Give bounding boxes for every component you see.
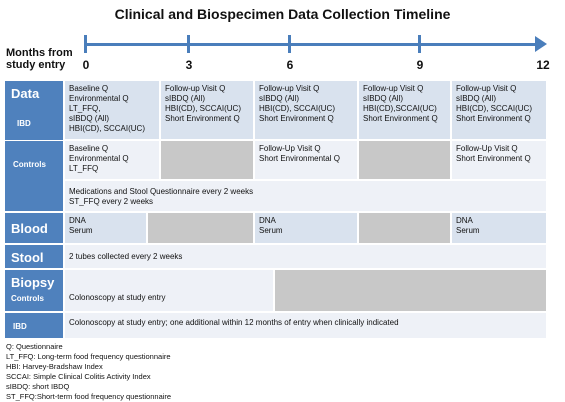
side-label-biopsy-ibd: IBD (13, 322, 27, 331)
cell-controls-month3-empty (160, 140, 254, 180)
cell-controls-month12: Follow-Up Visit Q Short Environment Q (451, 140, 547, 180)
cell-line: Short Environment Q (165, 114, 240, 123)
legend: Q: Questionnaire LT_FFQ: Long-term food … (6, 342, 171, 402)
cell-line: Serum (456, 226, 480, 235)
cell-line: HBI(CD), SCCAI(UC) (259, 104, 335, 113)
cell-biopsy-controls: Colonoscopy at study entry (64, 269, 274, 312)
cell-blood-month9-empty (358, 212, 451, 244)
cell-line: HBI(CD), SCCAI(UC) (456, 104, 532, 113)
legend-item: sIBDQ: short IBDQ (6, 382, 70, 391)
cell-line: Medications and Stool Questionnaire ever… (69, 187, 254, 196)
cell-biopsy-controls-empty (274, 269, 547, 312)
cell-line: Serum (259, 226, 283, 235)
timeline-arrowhead (535, 36, 547, 52)
cell-blood-month0: DNA Serum (64, 212, 147, 244)
legend-item: HBI: Harvey-Bradshaw Index (6, 362, 103, 371)
tick-label-3: 3 (185, 58, 193, 72)
tick-0 (84, 35, 87, 53)
tick-label-12: 12 (536, 58, 550, 72)
cell-ibd-month3: Follow-up Visit Q sIBDQ (All) HBI(CD), S… (160, 80, 254, 140)
cell-line: sIBDQ (All) (259, 94, 299, 103)
cell-line: Follow-up Visit Q (456, 84, 517, 93)
cell-line: Follow-Up Visit Q (259, 144, 321, 153)
cell-line: DNA (456, 216, 473, 225)
cell-line: HBI(CD),SCCAI(UC) (363, 104, 437, 113)
cell-line: LT_FFQ, (69, 104, 101, 113)
side-stool: Stool (4, 244, 64, 269)
cell-ibd-month6: Follow-up Visit Q sIBDQ (All) HBI(CD), S… (254, 80, 358, 140)
cell-controls-month6: Follow-Up Visit Q Short Environmental Q (254, 140, 358, 180)
cell-line: Follow-up Visit Q (363, 84, 424, 93)
side-label-controls: Controls (13, 160, 46, 169)
cell-line: Baseline Q (69, 84, 109, 93)
cell-line: LT_FFQ (69, 164, 99, 173)
cell-line: sIBDQ (All) (165, 94, 205, 103)
cell-line: Follow-up Visit Q (165, 84, 226, 93)
cell-line: Environmental Q (69, 154, 129, 163)
cell-line: Short Environment Q (456, 114, 531, 123)
cell-blood-month6: DNA Serum (254, 212, 358, 244)
cell-line: DNA (69, 216, 86, 225)
cell-line: HBI(CD), SCCAI(UC) (165, 104, 241, 113)
cell-line: Serum (69, 226, 93, 235)
side-data-controls: Controls (4, 140, 64, 212)
cell-line: Short Environmental Q (259, 154, 340, 163)
cell-line: HBI(CD), SCCAI(UC) (69, 124, 145, 133)
timeline-axis (84, 43, 538, 46)
cell-ibd-month0: Baseline Q Environmental Q LT_FFQ, sIBDQ… (64, 80, 160, 140)
cell-line: sIBDQ (All) (69, 114, 109, 123)
side-label-biopsy: Biopsy (11, 275, 55, 290)
cell-controls-month0: Baseline Q Environmental Q LT_FFQ (64, 140, 160, 180)
cell-line: Baseline Q (69, 144, 109, 153)
cell-line: sIBDQ (All) (456, 94, 496, 103)
cell-line: Follow-up Visit Q (259, 84, 320, 93)
tick-9 (418, 35, 421, 53)
axis-label-line2: study entry (6, 59, 66, 71)
tick-6 (288, 35, 291, 53)
side-biopsy-ibd: IBD (4, 312, 64, 339)
cell-biopsy-ibd: Colonoscopy at study entry; one addition… (64, 312, 547, 339)
cell-line: Short Environment Q (363, 114, 438, 123)
tick-label-9: 9 (416, 58, 424, 72)
cell-line: ST_FFQ every 2 weeks (69, 197, 154, 206)
axis-label: Months from study entry (6, 47, 73, 71)
cell-medications: Medications and Stool Questionnaire ever… (64, 180, 547, 212)
side-label-biopsy-controls: Controls (11, 294, 44, 303)
cell-line: Short Environment Q (259, 114, 334, 123)
cell-blood-month12: DNA Serum (451, 212, 547, 244)
cell-blood-month3-empty (147, 212, 254, 244)
cell-line: sIBDQ (All) (363, 94, 403, 103)
cell-ibd-month12: Follow-up Visit Q sIBDQ (All) HBI(CD), S… (451, 80, 547, 140)
cell-ibd-month9: Follow-up Visit Q sIBDQ (All) HBI(CD),SC… (358, 80, 451, 140)
axis-label-line1: Months from (6, 47, 73, 59)
legend-item: LT_FFQ: Long-term food frequency questio… (6, 352, 171, 361)
legend-item: ST_FFQ:Short-term food frequency questio… (6, 392, 172, 401)
side-label-ibd: IBD (17, 119, 31, 128)
tick-label-0: 0 (82, 58, 90, 72)
side-label-data: Data (11, 86, 40, 101)
cell-line: DNA (259, 216, 276, 225)
tick-3 (187, 35, 190, 53)
cell-controls-month9-empty (358, 140, 451, 180)
cell-line: Short Environment Q (456, 154, 531, 163)
side-blood: Blood (4, 212, 64, 244)
side-label-stool: Stool (11, 250, 44, 265)
cell-line: Environmental Q (69, 94, 129, 103)
side-biopsy-controls: Biopsy Controls (4, 269, 64, 312)
diagram-title: Clinical and Biospecimen Data Collection… (114, 6, 451, 22)
legend-item: Q: Questionnaire (6, 342, 63, 351)
side-label-blood: Blood (11, 221, 48, 236)
cell-stool: 2 tubes collected every 2 weeks (64, 244, 547, 269)
tick-label-6: 6 (286, 58, 294, 72)
cell-line: Follow-Up Visit Q (456, 144, 518, 153)
legend-item: SCCAI: Simple Clinical Colitis Activity … (6, 372, 151, 381)
